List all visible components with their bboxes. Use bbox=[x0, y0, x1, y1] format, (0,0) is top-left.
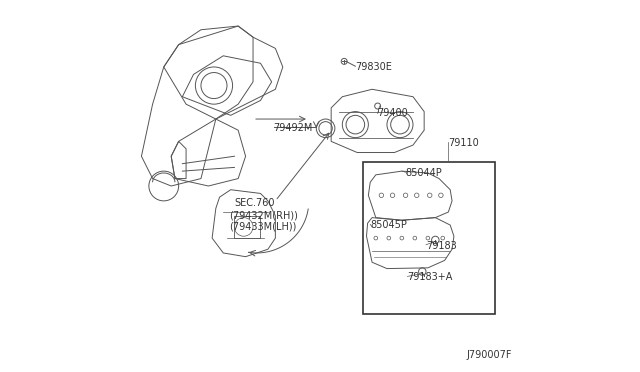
Text: SEC.760: SEC.760 bbox=[234, 198, 275, 208]
Text: 85044P: 85044P bbox=[406, 168, 442, 178]
Text: 79183: 79183 bbox=[426, 241, 457, 250]
Text: (79432M(RH)): (79432M(RH)) bbox=[229, 211, 298, 221]
Text: 79830E: 79830E bbox=[355, 62, 392, 72]
Text: 85045P: 85045P bbox=[370, 220, 407, 230]
Text: 79110: 79110 bbox=[449, 138, 479, 148]
Text: (79433M(LH)): (79433M(LH)) bbox=[229, 222, 296, 232]
Bar bbox=[363, 162, 495, 314]
Text: 79400: 79400 bbox=[378, 109, 408, 118]
Text: 79492M: 79492M bbox=[273, 124, 313, 133]
Text: J790007F: J790007F bbox=[467, 350, 513, 360]
Text: 79183+A: 79183+A bbox=[408, 272, 452, 282]
Bar bbox=[234, 216, 260, 238]
